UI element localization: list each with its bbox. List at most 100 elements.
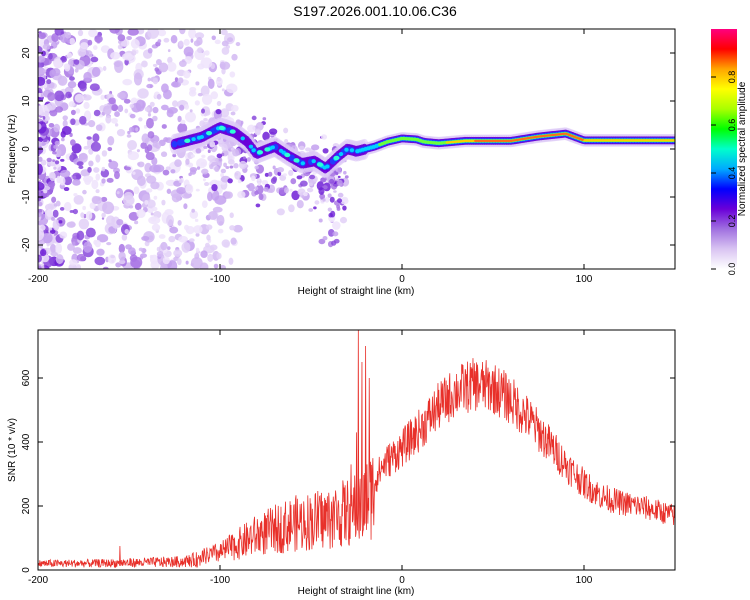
- spectrogram-noise-blob: [207, 149, 211, 154]
- spectrogram-noise-blob: [44, 203, 54, 211]
- spectrogram-noise-blob: [216, 100, 222, 107]
- chart-title: S197.2026.001.10.06.C36: [293, 3, 457, 19]
- spectrogram-noise-blob: [254, 165, 259, 170]
- spectrogram-noise-blob: [108, 160, 119, 170]
- spectrogram-noise-blob: [178, 40, 184, 47]
- spectrogram-noise-blob: [189, 210, 199, 219]
- spectrogram-y-axis-label: Frequency (Hz): [7, 115, 18, 184]
- spectrogram-noise-blob: [162, 89, 172, 100]
- spectrogram-noise-blob: [179, 104, 185, 111]
- spectrogram-noise-blob: [229, 225, 236, 231]
- spectrogram-noise-blob: [51, 196, 57, 203]
- spectrogram-noise-blob: [203, 118, 208, 122]
- spectrogram-noise-blob: [135, 99, 145, 112]
- spectrogram-noise-blob: [137, 88, 149, 99]
- spectrogram-noise-blob: [177, 220, 182, 226]
- spectrogram-noise-blob: [327, 207, 333, 212]
- spectrogram-noise-blob: [136, 149, 140, 153]
- spectrogram-noise-blob: [193, 40, 201, 47]
- spectrogram-noise-blob: [254, 190, 259, 196]
- spectrogram-noise-blob: [185, 158, 190, 165]
- spectrogram-noise-blob: [69, 76, 75, 81]
- spectrogram-ridge-core: [300, 161, 306, 166]
- spectrogram-noise-blob: [59, 231, 68, 239]
- spectrogram-noise-blob: [124, 166, 132, 171]
- spectrogram-noise-blob: [237, 190, 246, 199]
- spectrogram-noise-blob: [329, 178, 335, 184]
- spectrogram-noise-blob: [209, 244, 218, 251]
- spectrogram-noise-blob: [163, 37, 170, 43]
- spectrogram-hotspot: [293, 158, 300, 163]
- spectrogram-noise-blob: [151, 223, 161, 232]
- spectrogram-noise-blob: [127, 29, 139, 36]
- spectrogram-hotspot: [257, 150, 264, 155]
- spectrogram-ridge-core: [191, 137, 196, 142]
- spectrogram-noise-blob: [131, 50, 137, 56]
- spectrogram-noise-blob: [70, 118, 76, 126]
- spectrogram-noise-blob: [223, 162, 227, 168]
- colorbar-tick-label: 0.2: [727, 215, 737, 228]
- spectrogram-noise-blob: [96, 248, 105, 256]
- spectrogram-noise-blob: [246, 157, 251, 162]
- spectrogram-noise-blob: [59, 169, 71, 178]
- spectrogram-noise-blob: [296, 175, 303, 180]
- colorbar-tick-label: 0.0: [727, 263, 737, 276]
- spectrogram-noise-blob: [227, 178, 233, 184]
- spectrogram-noise-blob: [235, 42, 241, 47]
- spectrogram-noise-blob: [337, 175, 341, 179]
- spectrogram-noise-blob: [89, 83, 100, 92]
- spectrogram-noise-blob: [152, 63, 158, 67]
- spectrogram-noise-blob: [206, 234, 211, 241]
- spectrogram-noise-blob: [322, 148, 329, 154]
- spectrogram-noise-blob: [288, 204, 295, 213]
- spectrogram-noise-blob: [116, 191, 120, 195]
- spectrogram-ridge-core: [248, 144, 254, 149]
- spectrogram-noise-blob: [179, 29, 186, 35]
- spectrogram-noise-blob: [257, 182, 261, 186]
- spectrogram-noise-blob: [47, 102, 57, 111]
- spectrogram-noise-blob: [322, 198, 326, 202]
- spectrogram-noise-blob: [141, 133, 150, 144]
- spectrogram-noise-blob: [183, 203, 188, 210]
- spectrogram-noise-blob: [117, 104, 124, 113]
- spectrogram-noise-blob: [89, 202, 96, 210]
- spectrogram-noise-blob: [38, 191, 43, 198]
- spectrogram-noise-blob: [47, 92, 56, 102]
- spectrogram-noise-blob: [201, 200, 208, 208]
- spectrogram-noise-blob: [212, 206, 223, 213]
- spectrogram-noise-blob: [195, 233, 200, 237]
- spectrogram-noise-blob: [38, 67, 46, 77]
- spectrogram-noise-blob: [111, 104, 119, 112]
- colorbar-tick-label: 0.6: [727, 119, 737, 132]
- spectrogram-ridge-core: [199, 135, 204, 139]
- spectrogram-noise-blob: [38, 227, 45, 241]
- spectrogram-noise-blob: [85, 227, 96, 238]
- spectrogram-noise-blob: [149, 164, 161, 173]
- spectrogram-hotspot: [317, 162, 324, 167]
- spectrogram-noise-blob: [38, 61, 45, 68]
- spectrogram-noise-blob: [177, 258, 182, 266]
- spectrogram-noise-blob: [219, 264, 226, 269]
- spectrogram-noise-blob: [121, 234, 128, 241]
- spectrogram-noise-blob: [114, 111, 120, 118]
- spectrogram-noise-blob: [158, 62, 169, 73]
- spectrogram-noise-blob: [188, 29, 197, 39]
- spectrogram-noise-blob: [140, 142, 148, 149]
- spectrogram-noise-blob: [38, 197, 41, 202]
- spectrogram-y-tick-label: 10: [21, 95, 32, 107]
- spectrogram-noise-blob: [221, 239, 230, 248]
- spectrogram-noise-blob: [163, 137, 169, 142]
- spectrogram-noise-blob: [218, 157, 222, 162]
- spectrogram-noise-blob: [77, 48, 87, 57]
- spectrogram-noise-blob: [76, 161, 84, 167]
- spectrogram-noise-blob: [38, 201, 43, 207]
- spectrogram-noise-blob: [106, 242, 112, 246]
- spectrogram-noise-blob: [83, 145, 90, 150]
- spectrogram-noise-blob: [103, 105, 112, 115]
- spectrogram-noise-blob: [201, 93, 213, 106]
- spectrogram-noise-blob: [93, 167, 100, 173]
- spectrogram-noise-blob: [114, 123, 119, 127]
- spectrogram-noise-blob: [46, 79, 52, 85]
- spectrogram-noise-blob: [66, 221, 76, 228]
